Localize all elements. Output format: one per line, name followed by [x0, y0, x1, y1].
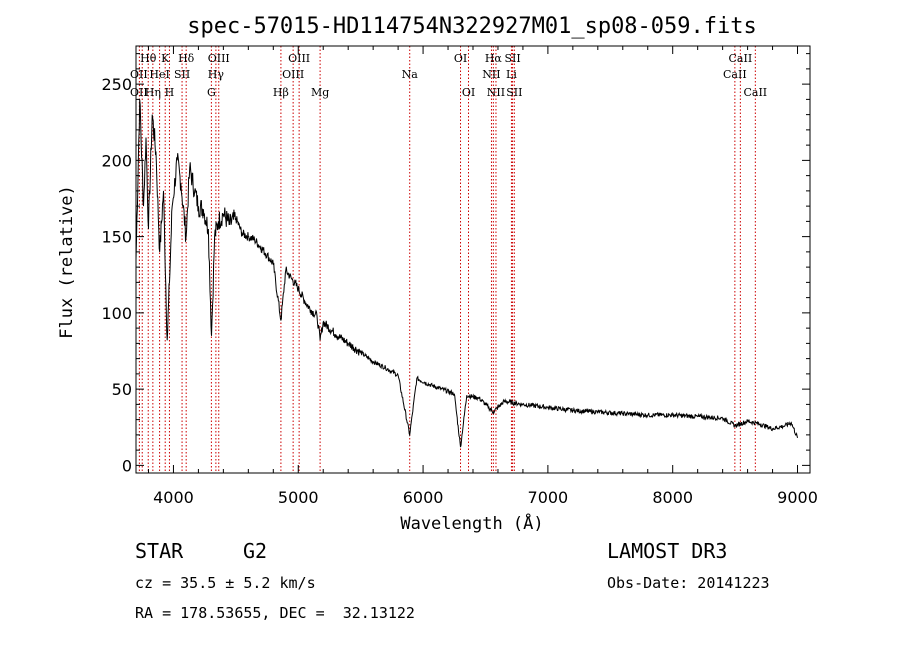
line-label-27: CaII	[743, 86, 767, 99]
line-label-2: Hθ	[140, 52, 157, 65]
line-label-5: K	[161, 52, 170, 65]
line-label-12: Hβ	[273, 86, 289, 99]
x-tick-label: 4000	[153, 488, 194, 507]
line-label-21: NII	[487, 86, 505, 99]
redshift-velocity: cz = 35.5 ± 5.2 km/s	[135, 574, 316, 592]
line-label-15: Mg	[311, 86, 329, 99]
x-tick-label: 8000	[652, 488, 693, 507]
line-label-9: G	[207, 86, 216, 99]
spectral-subclass: G2	[243, 539, 268, 563]
line-label-18: OI	[462, 86, 475, 99]
plot-frame	[135, 45, 811, 474]
x-axis-ticks: 4000 5000 6000 7000 8000 9000	[147, 46, 818, 507]
observation-date: Obs-Date: 20141223	[607, 574, 770, 592]
line-label-22: Li	[506, 68, 517, 81]
line-label-3: Hη	[145, 86, 161, 99]
line-label-19: NII	[482, 68, 500, 81]
chart-title: spec-57015-HD114754N322927M01_sp08-059.f…	[187, 14, 757, 39]
x-axis-label: Wavelength (Å)	[400, 512, 543, 534]
line-label-20: Hα	[485, 52, 503, 65]
survey-name: LAMOST DR3	[607, 539, 728, 563]
line-label-7: SII	[174, 68, 190, 81]
line-label-16: Na	[402, 68, 419, 81]
y-tick-label: 50	[112, 380, 132, 399]
y-tick-label: 150	[101, 228, 132, 247]
y-tick-label: 0	[122, 456, 132, 475]
y-tick-label: 100	[101, 304, 132, 323]
line-label-4: HeI	[149, 68, 169, 81]
object-class: STAR	[135, 539, 184, 563]
spectral-line-markers	[138, 46, 756, 473]
spectral-line-labels: OII OII Hθ Hη HeI K H SII Hδ G Hγ OIII Hβ OIII OIII Mg N…	[130, 52, 767, 99]
line-label-8: Hδ	[178, 52, 195, 65]
x-tick-label: 6000	[403, 488, 444, 507]
line-label-11: OIII	[208, 52, 230, 65]
y-tick-label: 250	[101, 75, 132, 94]
line-label-25: CaII	[723, 68, 747, 81]
line-label-23: SII	[504, 52, 520, 65]
y-tick-label: 200	[101, 151, 132, 170]
x-tick-label: 9000	[777, 488, 818, 507]
line-label-26: CaII	[729, 52, 753, 65]
y-axis-ticks: 0 50 100 150 200 250	[101, 53, 810, 475]
line-label-24: SII	[506, 86, 522, 99]
coordinates: RA = 178.53655, DEC = 32.13122	[135, 604, 415, 622]
line-label-17: OI	[454, 52, 467, 65]
line-label-1: OII	[130, 86, 148, 99]
y-axis-label: Flux (relative)	[57, 185, 77, 339]
x-tick-label: 5000	[278, 488, 319, 507]
x-tick-label: 7000	[528, 488, 569, 507]
line-label-10: Hγ	[208, 68, 225, 81]
line-label-6: H	[165, 86, 175, 99]
spectrum-line	[135, 99, 798, 448]
line-label-13: OIII	[282, 68, 304, 81]
line-label-14: OIII	[288, 52, 310, 65]
line-label-0: OII	[130, 68, 148, 81]
